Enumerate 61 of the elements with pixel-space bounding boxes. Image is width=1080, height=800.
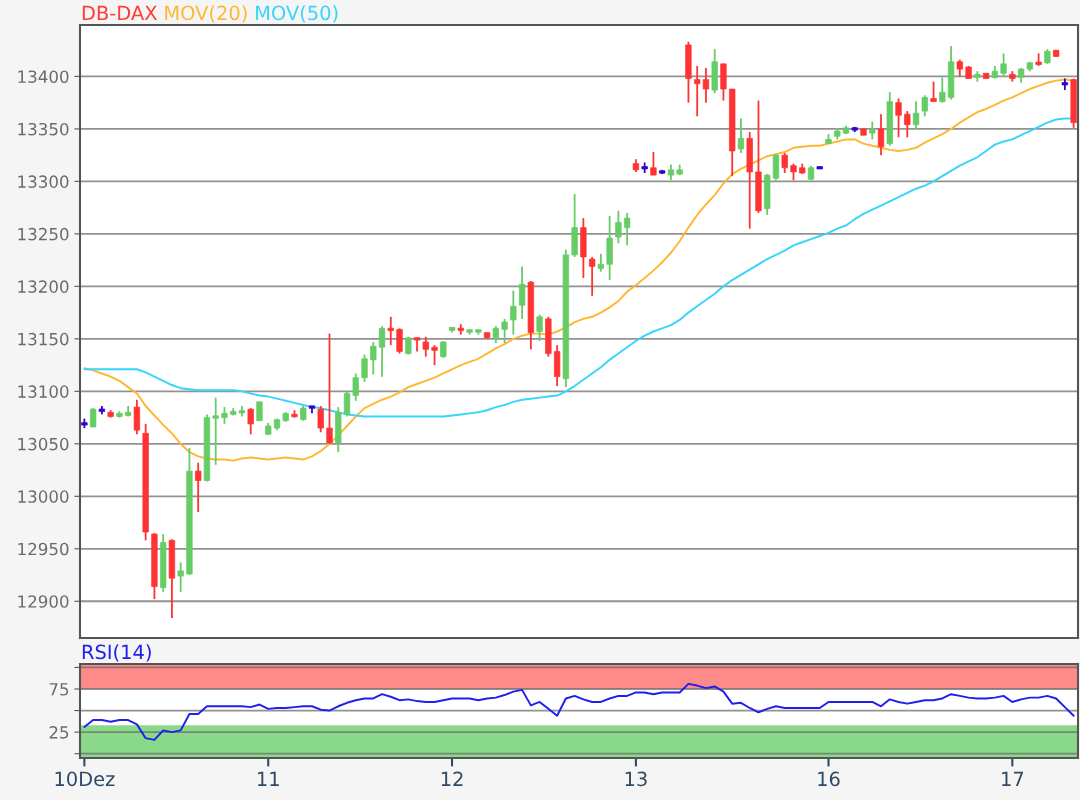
text: MOV(20): [165, 5, 247, 23]
y-tick-label: 13250: [18, 227, 69, 241]
y-tick-label: 75: [49, 683, 69, 696]
candlestick: [133, 398, 141, 436]
candlestick: [361, 353, 368, 383]
candlestick: [89, 407, 97, 428]
x-tick-label: 12: [441, 771, 463, 786]
candlestick: [1000, 52, 1007, 78]
candlestick: [650, 151, 657, 177]
x-tick-label: 17: [1002, 771, 1024, 786]
x-tick-label: 11: [257, 771, 279, 786]
candlestick: [501, 317, 508, 344]
y-tick-label: 13150: [18, 332, 69, 346]
candlestick: [877, 113, 885, 157]
candlestick: [772, 153, 780, 182]
x-tick-label: 13: [625, 771, 647, 787]
text: MOV(50): [256, 5, 338, 23]
candlestick: [370, 341, 377, 376]
y-tick-label: 13000: [18, 490, 69, 503]
y-tick-label: 13350: [18, 122, 69, 136]
y-tick-label: 13100: [18, 385, 69, 398]
candlestick: [396, 327, 403, 355]
candlestick: [387, 315, 394, 347]
candlestick: [895, 97, 902, 139]
candlestick: [536, 313, 543, 342]
y-tick-label: 13300: [18, 175, 69, 188]
candlestick: [781, 152, 788, 174]
line-series: [83, 682, 1075, 741]
y-tick-label: 12900: [18, 595, 69, 608]
candlestick: [912, 100, 920, 130]
candlestick: [352, 372, 359, 402]
candlestick: [588, 256, 596, 297]
candlestick: [510, 289, 517, 336]
candlestick: [195, 461, 202, 513]
candlestick: [326, 332, 333, 445]
candlestick: [212, 396, 219, 466]
candlestick: [615, 209, 622, 245]
candlestick: [431, 344, 438, 366]
x-tick-label: 10Dez: [55, 771, 115, 787]
candlestick: [624, 211, 631, 247]
candlestick: [247, 407, 254, 436]
y-tick-label: 13050: [18, 437, 69, 451]
candlestick: [317, 405, 324, 434]
candlestick: [939, 76, 946, 104]
y-tick-label: 13200: [18, 280, 69, 293]
candlestick: [921, 94, 928, 118]
y-tick-label: 13400: [18, 70, 69, 83]
candlestick: [930, 80, 937, 103]
candlestick: [378, 325, 386, 378]
x-tick-label: 16: [818, 771, 840, 787]
text: RSI(14): [82, 644, 151, 662]
candlestick: [737, 117, 745, 154]
text: DB-DAX: [82, 5, 157, 20]
candlestick: [256, 400, 263, 422]
candlestick: [343, 390, 351, 418]
y-tick-label: 12950: [18, 542, 69, 556]
candlestick: [177, 561, 184, 593]
candlestick: [422, 335, 429, 358]
candlestick: [518, 265, 526, 320]
y-tick-label: 25: [49, 726, 69, 739]
candlestick: [904, 110, 911, 139]
